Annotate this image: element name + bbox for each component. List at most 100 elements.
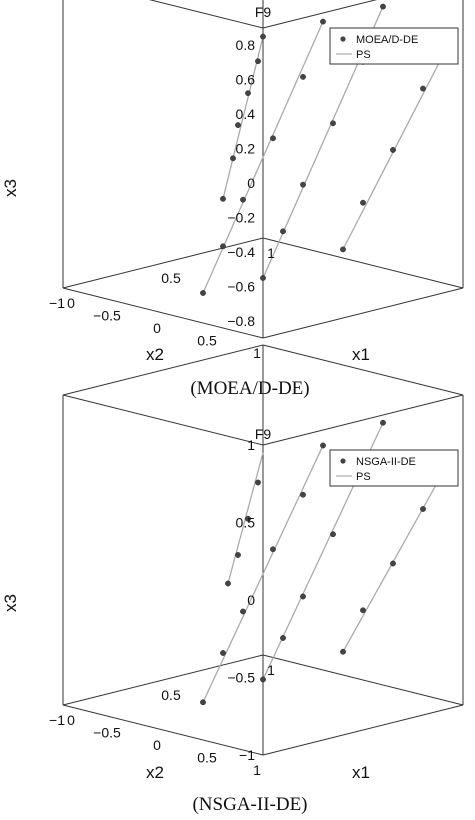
caption: (MOEA/D-DE) [190, 378, 309, 399]
chart-panel-moead: F9 0.80.60.40.20−0.2−0.4−0.6−0.8 10.50−0… [1, 0, 464, 399]
data-point [235, 122, 241, 128]
data-point [260, 275, 266, 281]
y-axis-label: x2 [146, 763, 164, 782]
data-point [300, 73, 306, 80]
box-edge [62, 654, 264, 706]
z-tick-label: −0.5 [227, 670, 255, 686]
data-point [260, 33, 266, 40]
box-edge [62, 344, 264, 396]
box-edge [62, 704, 264, 756]
z-tick-label: 0.4 [236, 106, 256, 122]
data-point [380, 419, 386, 426]
z-tick-label: −0.6 [227, 278, 255, 294]
data-point [255, 479, 261, 486]
z-tick-label: 0 [247, 592, 255, 608]
data-point [340, 648, 346, 655]
data-point [360, 199, 366, 206]
data-point [280, 228, 286, 235]
y-tick-label: 0 [153, 320, 161, 336]
data-point [245, 90, 251, 97]
data-point [380, 3, 386, 10]
legend-box [329, 449, 459, 487]
data-points [200, 419, 456, 706]
data-point [300, 593, 306, 600]
legend-marker-dot [340, 36, 346, 42]
z-tick-label: 0.8 [236, 37, 256, 53]
data-point [260, 676, 266, 683]
box-edge [62, 237, 264, 289]
legend-label-ps: PS [356, 471, 371, 483]
box-edge [262, 394, 464, 446]
z-tick-labels: 0.8 0.6 0.4 0.2 0 −0.2 −0.4 −0.6 −0.8 [227, 37, 255, 329]
data-point [200, 290, 206, 296]
ps-curve [342, 454, 454, 653]
y-tick-label: −1 [49, 295, 65, 311]
data-point [240, 196, 246, 203]
x-tick-label: 1 [267, 245, 275, 261]
z-axis-label: x3 [1, 179, 20, 197]
x-tick-label: 0.5 [161, 270, 181, 286]
z-tick-label: −1 [239, 747, 255, 763]
y-tick-label: 1 [253, 762, 261, 778]
data-point [220, 650, 226, 656]
data-point [320, 442, 326, 449]
data-point [300, 491, 306, 498]
data-point [330, 531, 336, 538]
z-tick-label: −0.2 [227, 209, 255, 225]
legend-box [329, 27, 459, 65]
data-point [340, 246, 346, 253]
legend-marker-dot [340, 458, 346, 464]
ps-curve [202, 445, 324, 703]
x-tick-label: 0 [67, 295, 75, 311]
data-point [360, 607, 366, 614]
x-tick-label: 0 [67, 712, 75, 728]
data-point [220, 243, 226, 250]
data-point [420, 506, 426, 512]
box-edge [148, 0, 264, 29]
y-tick-label: −0.5 [93, 308, 121, 324]
y-tick-labels: 1 0.5 0 −0.5 −1 [49, 712, 261, 778]
ps-curve [342, 35, 454, 250]
x-axis-label: x1 [352, 763, 370, 782]
y-tick-labels: 1 0.5 0 −0.5 −1 [49, 295, 261, 361]
x-tick-labels: 00.51 [67, 245, 275, 311]
x-axis-label: x1 [352, 345, 370, 364]
data-point [220, 195, 226, 202]
box-edge [262, 287, 464, 339]
box-edge [262, 0, 378, 29]
x-tick-label: 0.5 [161, 687, 181, 703]
data-point [255, 58, 261, 65]
y-tick-label: 0.5 [197, 750, 217, 766]
box-edge [262, 654, 464, 706]
legend: MOEA/D-DE PS [329, 27, 459, 65]
y-tick-label: 0 [153, 737, 161, 753]
data-point [235, 552, 241, 558]
box-edge [262, 344, 464, 396]
chart-panel-nsga: F9 10.50−0.5−1 10.50−0.5−1 00.51 x3 x2 x… [1, 344, 464, 815]
legend: NSGA-II-DE PS [329, 449, 459, 487]
data-point [225, 580, 231, 587]
data-point [270, 135, 276, 142]
z-tick-label: −0.8 [227, 313, 255, 329]
y-tick-label: −1 [49, 712, 65, 728]
data-point [390, 560, 396, 567]
box-edge [62, 287, 264, 339]
y-tick-label: 1 [253, 345, 261, 361]
data-point [245, 515, 251, 522]
y-tick-label: 0.5 [197, 333, 217, 349]
data-point [420, 85, 426, 92]
z-tick-label: 0.2 [236, 141, 256, 157]
data-point [300, 181, 306, 188]
data-point [280, 635, 286, 641]
legend-label-series: NSGA-II-DE [356, 456, 416, 468]
data-point [200, 699, 206, 706]
axes-box [62, 0, 464, 339]
z-tick-label: 0.6 [236, 72, 256, 88]
box-edge [262, 237, 464, 289]
legend-label-ps: PS [356, 49, 371, 61]
data-point [240, 608, 246, 615]
data-point [390, 147, 396, 153]
z-tick-label: 1 [247, 437, 255, 453]
ps-curve [222, 36, 264, 199]
